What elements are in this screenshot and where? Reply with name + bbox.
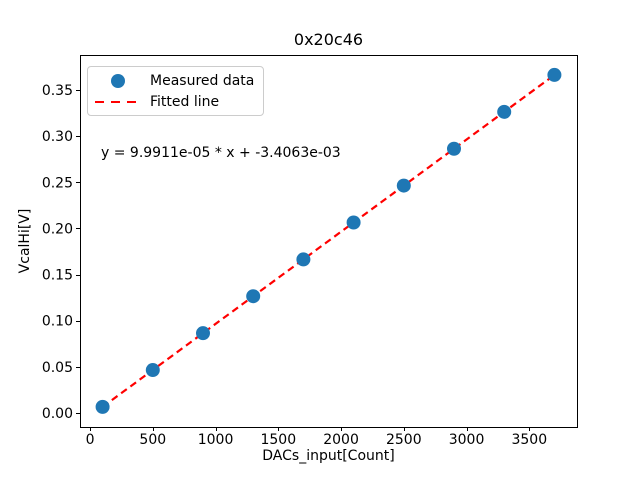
y-tick-label: 0.10 bbox=[42, 314, 73, 330]
y-tick-label: 0.15 bbox=[42, 268, 73, 284]
measured-data-marker-icon bbox=[95, 73, 141, 88]
x-tick-label: 2500 bbox=[386, 432, 422, 448]
y-tick-label: 0.05 bbox=[42, 360, 73, 376]
x-tick-label: 3500 bbox=[511, 432, 547, 448]
data-point bbox=[246, 289, 261, 304]
x-tick-label: 1000 bbox=[198, 432, 234, 448]
fitted-line-marker-icon bbox=[95, 100, 141, 103]
legend: Measured data Fitted line bbox=[87, 66, 265, 116]
y-axis-label: VcalHi[V] bbox=[17, 208, 33, 274]
legend-label-fitted-line: Fitted line bbox=[150, 93, 220, 110]
data-point bbox=[497, 104, 512, 119]
data-point bbox=[346, 215, 361, 230]
y-tick-label: 0.20 bbox=[42, 221, 73, 237]
fitted-line bbox=[101, 74, 556, 408]
y-tick-label: 0.25 bbox=[42, 175, 73, 191]
y-tick-label: 0.00 bbox=[42, 406, 73, 422]
data-point bbox=[396, 178, 411, 193]
legend-item-measured-data: Measured data bbox=[95, 71, 254, 90]
x-tick-label: 3000 bbox=[449, 432, 485, 448]
axes-spines bbox=[80, 55, 578, 428]
data-point bbox=[145, 363, 160, 378]
y-tick-label: 0.35 bbox=[42, 83, 73, 99]
legend-item-fitted-line: Fitted line bbox=[95, 92, 254, 111]
data-point bbox=[296, 252, 311, 267]
legend-label-measured-data: Measured data bbox=[150, 72, 255, 89]
data-point bbox=[195, 326, 210, 341]
y-tick-label: 0.30 bbox=[42, 129, 73, 145]
x-tick-label: 1500 bbox=[260, 432, 296, 448]
x-tick-label: 0 bbox=[86, 432, 95, 448]
x-tick-label: 500 bbox=[139, 432, 166, 448]
data-point bbox=[95, 399, 110, 414]
data-point bbox=[447, 141, 462, 156]
chart-title: 0x20c46 bbox=[293, 30, 364, 49]
data-point bbox=[547, 67, 562, 82]
fit-equation-annotation: y = 9.9911e-05 * x + -3.4063e-03 bbox=[101, 145, 341, 161]
x-axis-label: DACs_input[Count] bbox=[262, 448, 395, 464]
x-tick-label: 2000 bbox=[323, 432, 359, 448]
